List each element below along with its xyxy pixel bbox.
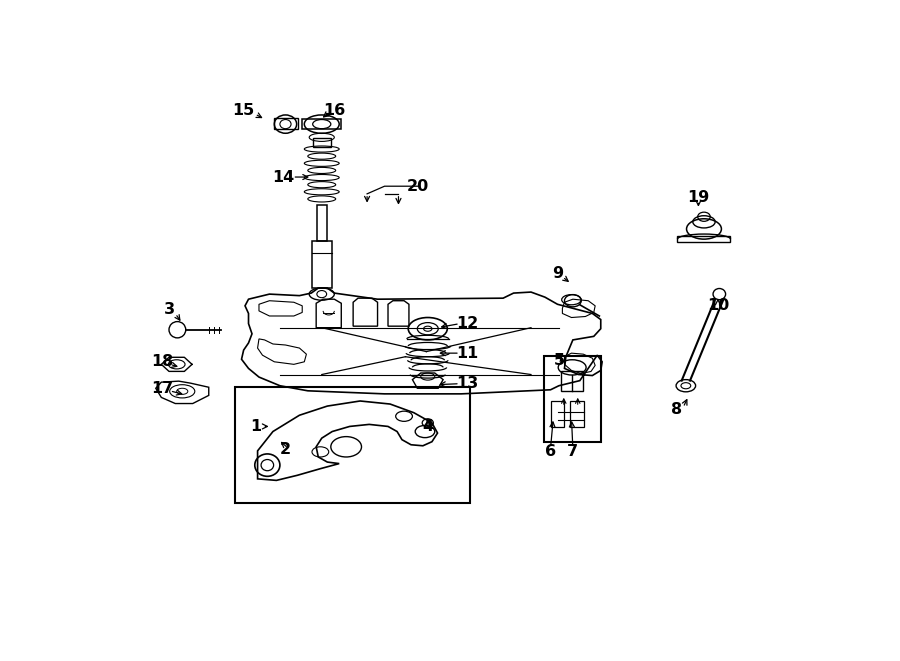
Text: 9: 9 <box>552 266 563 281</box>
Bar <box>544 356 601 442</box>
Text: 13: 13 <box>455 376 478 391</box>
Text: 10: 10 <box>706 298 729 313</box>
Text: 4: 4 <box>422 419 433 434</box>
Bar <box>317 204 327 241</box>
Text: 19: 19 <box>688 190 709 205</box>
Text: 17: 17 <box>151 381 174 397</box>
Text: 1: 1 <box>250 419 261 434</box>
Bar <box>570 401 584 428</box>
Bar <box>274 118 298 129</box>
Bar <box>551 401 564 428</box>
Text: 14: 14 <box>273 169 294 184</box>
Text: 7: 7 <box>567 444 579 459</box>
Text: 8: 8 <box>670 402 681 416</box>
Text: 12: 12 <box>455 316 478 331</box>
Text: 20: 20 <box>407 178 429 194</box>
Text: 15: 15 <box>232 103 255 118</box>
Bar <box>235 387 471 503</box>
Bar <box>561 371 583 391</box>
Text: 3: 3 <box>164 302 176 317</box>
Text: 18: 18 <box>151 354 174 369</box>
Text: 2: 2 <box>280 442 291 457</box>
Text: 11: 11 <box>455 346 478 361</box>
Text: 6: 6 <box>545 444 556 459</box>
Text: 5: 5 <box>554 353 564 368</box>
Bar <box>312 138 331 147</box>
Text: 16: 16 <box>323 103 346 118</box>
Bar <box>312 241 331 288</box>
